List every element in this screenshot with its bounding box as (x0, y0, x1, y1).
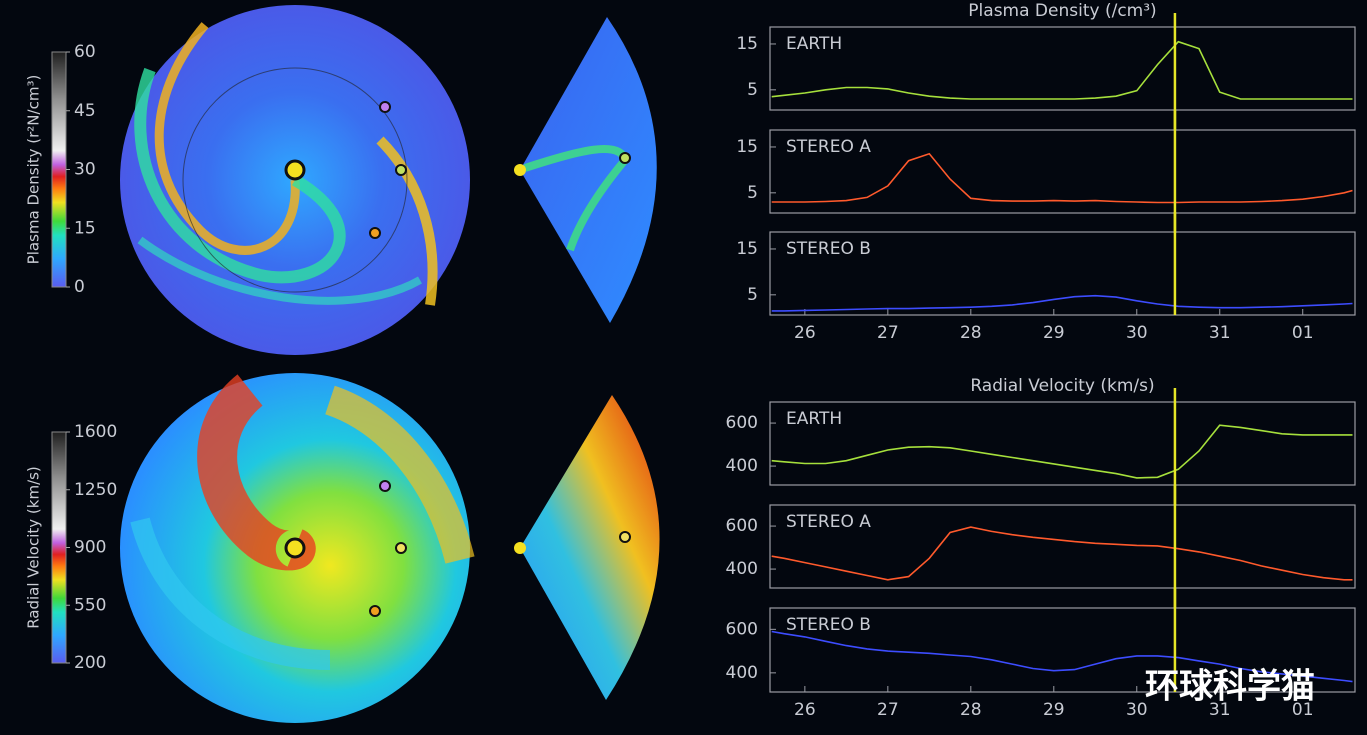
y-tick-label: 15 (736, 137, 758, 157)
density-map (120, 5, 657, 355)
planet-marker (369, 605, 381, 617)
series-label: STEREO B (786, 615, 871, 635)
x-tick-label: 28 (960, 700, 982, 720)
series-label: EARTH (786, 34, 842, 54)
x-tick-label: 29 (1043, 323, 1065, 343)
y-tick-label: 400 (726, 663, 758, 683)
y-tick-label: 400 (726, 559, 758, 579)
planet-marker (395, 542, 407, 554)
x-tick-label: 26 (794, 700, 816, 720)
x-tick-label: 31 (1209, 323, 1231, 343)
density-spiral (134, 67, 346, 284)
x-tick-label: 27 (877, 700, 899, 720)
density-spiral (376, 136, 438, 306)
series-label: STEREO B (786, 239, 871, 259)
sun-marker (284, 159, 306, 181)
x-tick-label: 26 (794, 323, 816, 343)
velocity-spiral (130, 517, 331, 670)
series-line (771, 294, 1353, 312)
orbit (182, 67, 408, 293)
colorbar (51, 51, 67, 288)
series-line (771, 630, 1353, 683)
sun-marker (284, 537, 306, 559)
y-tick-label: 5 (747, 183, 758, 203)
series-line (771, 40, 1353, 100)
planet-marker (379, 480, 391, 492)
velocity-spiral (324, 385, 475, 564)
colorbar-tick-label: 550 (74, 595, 106, 615)
series-label: STEREO A (786, 137, 871, 157)
series-label: STEREO A (786, 512, 871, 532)
sun-marker (514, 542, 526, 554)
x-tick-label: 01 (1292, 700, 1314, 720)
y-tick-label: 600 (726, 516, 758, 536)
colorbar-label: Plasma Density (r²N/cm³) (25, 75, 43, 265)
x-tick-label: 30 (1126, 700, 1148, 720)
planet-marker (369, 227, 381, 239)
panel-frame (769, 401, 1356, 486)
density-spiral (154, 22, 300, 255)
series-line (771, 424, 1353, 479)
sun-marker (514, 164, 526, 176)
panel-title: Plasma Density (/cm³) (968, 1, 1156, 21)
velocity-map (120, 373, 660, 723)
y-tick-label: 5 (747, 285, 758, 305)
colorbar-tick-label: 1600 (74, 422, 117, 442)
planet-marker (619, 531, 631, 543)
series-line (771, 152, 1353, 204)
x-tick-label: 27 (877, 323, 899, 343)
density-wedge (520, 17, 657, 323)
x-tick-label: 28 (960, 323, 982, 343)
planet-marker (379, 101, 391, 113)
y-tick-label: 400 (726, 456, 758, 476)
series-line (771, 526, 1353, 581)
y-tick-label: 600 (726, 619, 758, 639)
colorbar-tick-label: 45 (74, 101, 96, 121)
colorbar-tick-label: 0 (74, 277, 85, 297)
colorbar-tick-label: 30 (74, 160, 96, 180)
series-label: EARTH (786, 409, 842, 429)
x-tick-label: 01 (1292, 323, 1314, 343)
y-tick-label: 600 (726, 413, 758, 433)
colorbar-tick-label: 200 (74, 653, 106, 673)
panel-frame (769, 231, 1356, 316)
panel-title: Radial Velocity (km/s) (970, 376, 1154, 396)
x-tick-label: 29 (1043, 700, 1065, 720)
colorbar-tick-label: 60 (74, 42, 96, 62)
planet-marker (395, 164, 407, 176)
y-tick-label: 5 (747, 80, 758, 100)
planet-marker (619, 152, 631, 164)
colorbar-tick-label: 900 (74, 538, 106, 558)
colorbar-label: Radial Velocity (km/s) (25, 466, 43, 629)
watermark: 环球科学猫 (1145, 667, 1315, 707)
velocity-wedge (520, 395, 660, 700)
y-tick-label: 15 (736, 34, 758, 54)
panel-frame (769, 607, 1356, 693)
x-tick-label: 30 (1126, 323, 1148, 343)
panel-frame (769, 504, 1356, 589)
density-spiral (137, 236, 422, 305)
panel-frame (769, 26, 1356, 111)
y-tick-label: 15 (736, 239, 758, 259)
x-tick-label: 31 (1209, 700, 1231, 720)
panel-frame (769, 129, 1356, 214)
colorbar-tick-label: 1250 (74, 480, 117, 500)
colorbar-tick-label: 15 (74, 218, 96, 238)
colorbar (51, 431, 67, 664)
